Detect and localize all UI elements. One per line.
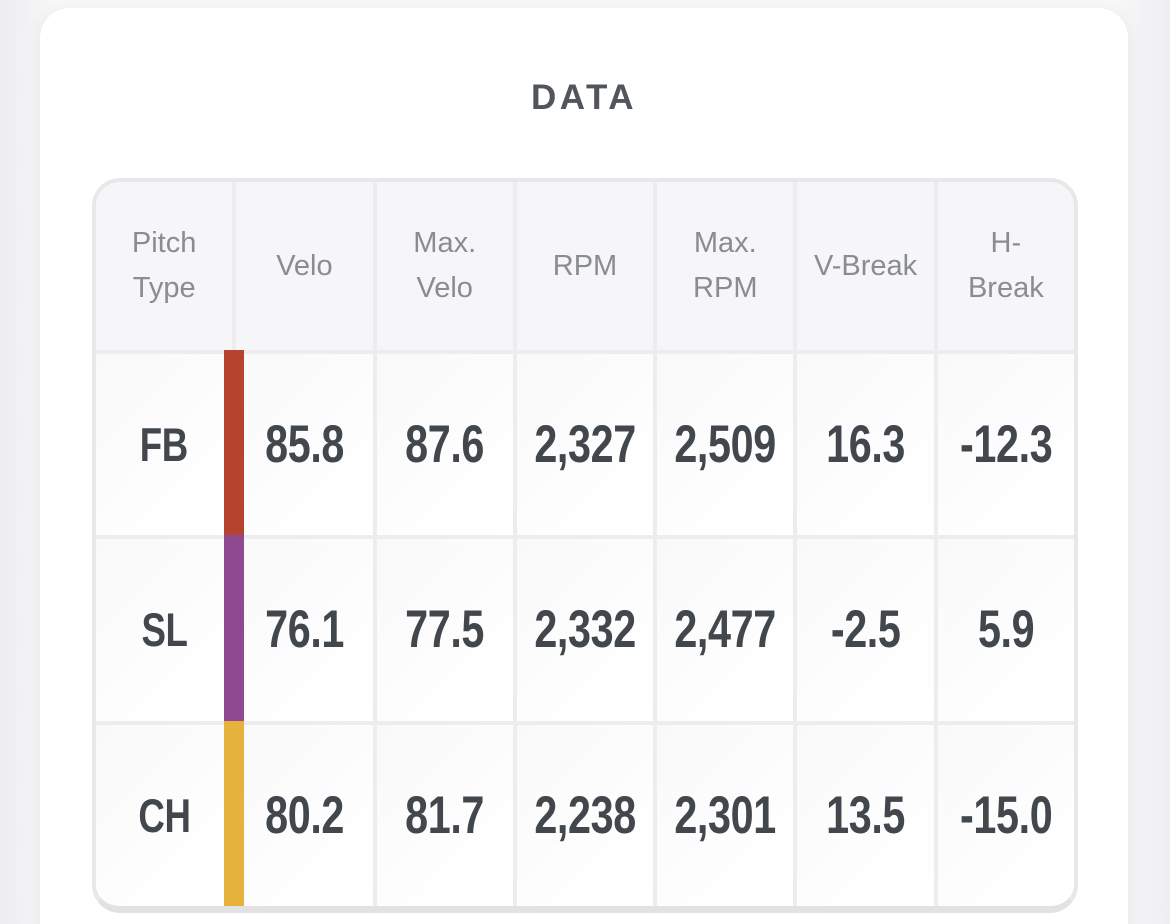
max-velo-cell: 81.7 — [376, 724, 513, 906]
velo-cell: 80.2 — [236, 724, 373, 906]
column-header: Pitch Type — [96, 182, 233, 350]
max-velo-value: 81.7 — [405, 785, 485, 845]
pitch-data-grid: Pitch Type Velo Max. Velo RPM Max. RPM V-Brea… — [96, 182, 1074, 906]
velo-cell: 76.1 — [236, 539, 373, 721]
velo-value: 85.8 — [264, 415, 344, 475]
rpm-value: 2,327 — [534, 415, 636, 475]
pitch-type-label: SL — [141, 603, 188, 657]
rpm-cell: 2,238 — [516, 724, 654, 906]
column-header: V-Break — [797, 182, 934, 350]
pitch-color-bar — [224, 535, 245, 725]
column-header: Velo — [236, 182, 373, 350]
max-rpm-cell: 2,477 — [657, 539, 794, 721]
data-card: DATA Pitch Type Velo Max. Velo RPM Max. RPM V… — [40, 8, 1128, 924]
max-rpm-value: 2,477 — [674, 600, 777, 660]
v-break-cell: 16.3 — [797, 354, 934, 536]
column-header: Max. RPM — [657, 182, 794, 350]
column-header: Max. Velo — [376, 182, 513, 350]
v-break-cell: 13.5 — [797, 724, 934, 906]
v-break-value: -2.5 — [830, 600, 901, 660]
rpm-value: 2,332 — [534, 600, 636, 660]
max-rpm-cell: 2,509 — [657, 354, 794, 536]
pitch-data-table: Pitch Type Velo Max. Velo RPM Max. RPM V-Brea… — [92, 178, 1078, 913]
max-velo-value: 77.5 — [405, 600, 485, 660]
column-header: H-Break — [937, 182, 1074, 350]
velo-value: 80.2 — [264, 785, 344, 845]
h-break-cell: -15.0 — [937, 724, 1074, 906]
rpm-cell: 2,332 — [516, 539, 654, 721]
page-title: DATA — [530, 78, 637, 117]
pitch-type-cell: CH — [96, 720, 245, 906]
pitch-type-label: CH — [138, 788, 191, 842]
max-velo-cell: 87.6 — [376, 354, 513, 536]
h-break-cell: 5.9 — [937, 539, 1074, 721]
max-rpm-cell: 2,301 — [657, 724, 794, 906]
max-velo-value: 87.6 — [405, 415, 485, 475]
pitch-type-cell: SL — [96, 535, 245, 725]
max-velo-cell: 77.5 — [376, 539, 513, 721]
rpm-cell: 2,327 — [516, 354, 654, 536]
rpm-value: 2,238 — [534, 785, 636, 845]
pitch-type-label: FB — [140, 418, 189, 472]
pitch-color-bar — [224, 720, 245, 906]
h-break-cell: -12.3 — [937, 354, 1074, 536]
column-header: RPM — [516, 182, 654, 350]
v-break-value: 13.5 — [826, 785, 906, 845]
max-rpm-value: 2,301 — [674, 785, 777, 845]
h-break-value: -12.3 — [959, 415, 1053, 475]
h-break-value: 5.9 — [977, 600, 1035, 660]
velo-value: 76.1 — [264, 600, 344, 660]
h-break-value: -15.0 — [959, 785, 1053, 845]
pitch-color-bar — [224, 350, 245, 540]
v-break-cell: -2.5 — [797, 539, 934, 721]
max-rpm-value: 2,509 — [674, 415, 777, 475]
pitch-type-cell: FB — [96, 350, 245, 540]
v-break-value: 16.3 — [826, 415, 906, 475]
velo-cell: 85.8 — [236, 354, 373, 536]
